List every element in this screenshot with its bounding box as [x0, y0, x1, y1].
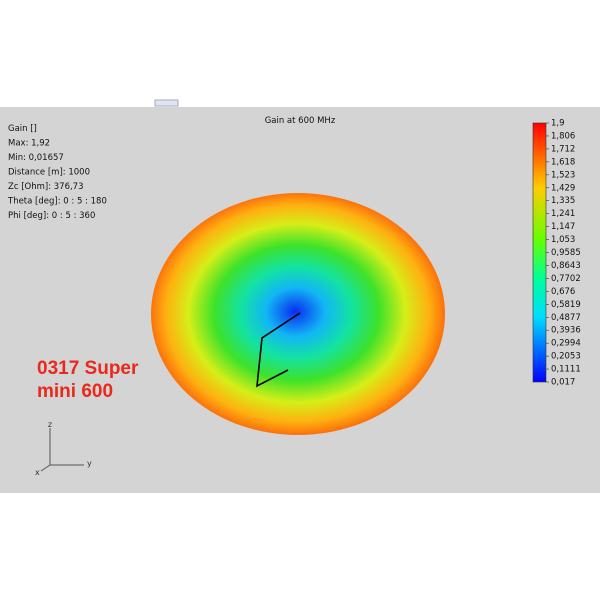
colorbar-label: 1,618 — [551, 157, 575, 167]
colorbar-label: 1,335 — [551, 196, 575, 206]
plot-title: Gain at 600 MHz — [265, 116, 336, 126]
info-line: Phi [deg]: 0 : 5 : 360 — [8, 211, 95, 221]
annotation: 0317 Super — [37, 358, 139, 379]
colorbar-label: 0,676 — [551, 287, 575, 297]
colorbar-label: 0,1111 — [551, 365, 581, 375]
axes-triad — [40, 428, 84, 472]
info-line: Theta [deg]: 0 : 5 : 180 — [7, 197, 107, 207]
colorbar-label: 1,147 — [551, 222, 575, 232]
colorbar-label: 0,5819 — [551, 300, 581, 310]
colorbar-label: 1,806 — [551, 131, 575, 141]
colorbar-label: 1,053 — [551, 235, 575, 245]
colorbar-label: 0,9585 — [551, 248, 581, 258]
colorbar-label: 0,3936 — [551, 326, 581, 336]
tab[interactable] — [154, 99, 179, 107]
axis-label: y — [87, 459, 92, 468]
axis-label: x — [35, 468, 40, 477]
colorbar-label: 0,2053 — [551, 352, 581, 362]
info-line: Distance [m]: 1000 — [8, 168, 90, 178]
colorbar-label: 0,7702 — [551, 274, 581, 284]
antenna-wire — [256, 312, 301, 388]
colorbar-labels: 1,9 1,806 1,712 1,618 1,523 1,429 1,335 1,241 1,… — [546, 119, 581, 388]
info-line: Min: 0,01657 — [8, 153, 64, 163]
x-axis — [40, 464, 51, 472]
colorbar-label: 1,429 — [551, 183, 575, 193]
annotation: mini 600 — [37, 381, 113, 402]
colorbar — [532, 122, 547, 383]
colorbar-label: 1,241 — [551, 209, 575, 219]
colorbar-label: 0,4877 — [551, 313, 581, 323]
colorbar-label: 1,9 — [551, 119, 565, 129]
info-line: Gain [] — [8, 124, 37, 134]
colorbar-label: 1,523 — [551, 170, 575, 180]
info-panel: Gain [] Max: 1,92 Min: 0,01657 Distance [m]… — [7, 124, 107, 221]
colorbar-label: 0,017 — [551, 378, 575, 388]
axis-label: z — [48, 420, 52, 429]
colorbar-label: 0,8643 — [551, 261, 581, 271]
colorbar-label: 0,2994 — [551, 339, 581, 349]
info-line: Max: 1,92 — [8, 139, 50, 149]
info-line: Zc [Ohm]: 376,73 — [8, 182, 84, 192]
colorbar-label: 1,712 — [551, 144, 575, 154]
